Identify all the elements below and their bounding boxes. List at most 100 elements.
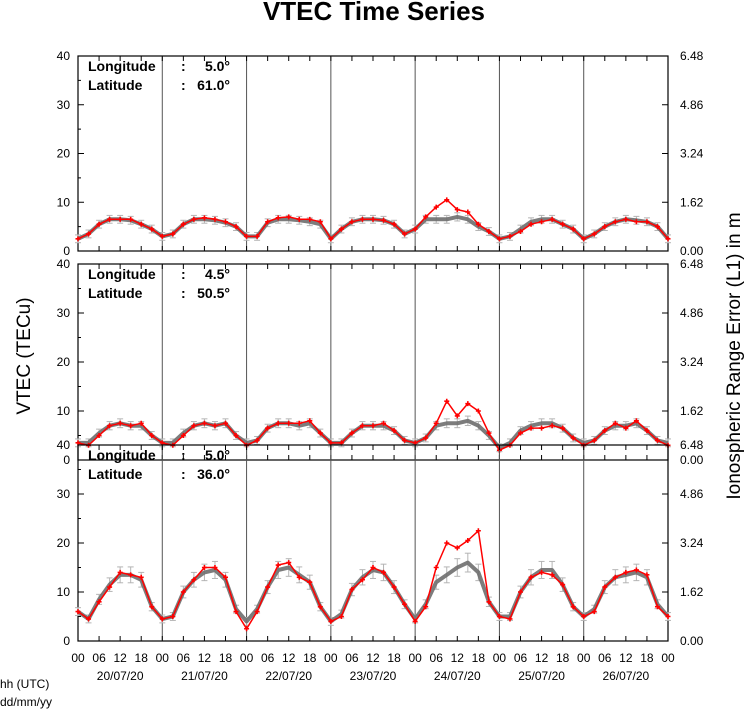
observed-point: [159, 233, 165, 239]
observed-point: [560, 582, 566, 588]
observed-point: [307, 418, 313, 424]
observed-point: [349, 219, 355, 225]
observed-point: [244, 233, 250, 239]
right-tick-label: 1.62: [680, 404, 704, 418]
observed-point: [570, 604, 576, 610]
observed-point: [475, 528, 481, 534]
x-hour-tick-label: 00: [240, 651, 254, 665]
observed-point: [612, 574, 618, 580]
latitude-value: 61.0°: [197, 77, 230, 93]
observed-point: [475, 408, 481, 414]
observed-point: [275, 562, 281, 568]
observed-point: [633, 219, 639, 225]
left-tick-label: 0: [63, 244, 70, 258]
panel-2: 0 10 20 30 40 0.00 1.62 3.24 4.86 6.48 Longitude: 4…: [57, 257, 704, 467]
observed-point: [96, 433, 102, 438]
x-hour-tick-label: 18: [472, 651, 486, 665]
observed-point: [423, 214, 429, 220]
observed-point: [149, 433, 155, 438]
panel-1: 0 10 20 30 40 0.00 1.62 3.24 4.86 6.48 Longitude: 5…: [57, 49, 704, 258]
right-tick-label: 0.00: [680, 634, 704, 648]
left-tick-label: 20: [57, 355, 71, 369]
x-hour-tick-label: 00: [71, 651, 85, 665]
observed-point: [191, 577, 197, 583]
observed-point: [275, 215, 281, 221]
latitude-value: 36.0°: [197, 466, 230, 482]
x-hour-tick-label: 06: [514, 651, 528, 665]
panel-3: 0 10 20 30 40 0.00 1.62 3.24 4.86 6.48 Longitude: 5…: [57, 438, 704, 648]
observed-point: [665, 614, 671, 619]
observed-point: [170, 231, 176, 237]
observed-point: [518, 229, 523, 234]
observed-point: [359, 216, 365, 222]
x-hour-tick-label: 06: [177, 651, 191, 665]
observed-point: [359, 423, 365, 429]
observed-point: [86, 231, 92, 237]
x-hour-tick-label: 12: [366, 651, 380, 665]
x-hour-tick-label: 06: [92, 651, 106, 665]
x-hour-tick-label: 18: [640, 651, 654, 665]
observed-point: [128, 572, 134, 578]
observed-point: [402, 437, 408, 443]
observed-point: [654, 437, 660, 443]
left-tick-label: 30: [57, 487, 71, 501]
right-tick-label: 6.48: [680, 49, 704, 63]
x-axis-ticklabels: 00 06 12 18 20/07/20 00 06 12 18 21/07/20 00 06 12 18…: [71, 651, 675, 683]
observed-point: [349, 430, 355, 436]
left-tick-label: 20: [57, 536, 71, 550]
observed-point: [644, 572, 650, 578]
observed-point: [381, 217, 387, 223]
panels-layer: 0102030400.001.623.244.866.48Longitude:5…: [57, 49, 704, 648]
x-hour-tick-label: 12: [451, 651, 465, 665]
observed-point: [665, 236, 671, 242]
observed-point: [338, 226, 344, 232]
observed-point: [244, 626, 250, 632]
chart-title: VTEC Time Series: [263, 0, 485, 26]
observed-point: [117, 216, 123, 222]
observed-point: [254, 609, 260, 615]
left-tick-label: 10: [57, 195, 71, 209]
y-axis-label-left: VTEC (TECu): [14, 297, 35, 414]
observed-point: [286, 560, 292, 566]
left-tick-label: 10: [57, 404, 71, 418]
observed-point: [570, 435, 576, 441]
observed-point: [159, 616, 165, 622]
observed-point: [191, 423, 197, 429]
right-tick-label: 1.62: [680, 585, 704, 599]
observed-point: [307, 216, 313, 222]
observed-point: [296, 420, 302, 426]
observed-point: [560, 221, 566, 227]
observed-point: [370, 565, 376, 570]
y-axis-label-right: Ionospheric Range Error (L1) in m: [724, 212, 745, 499]
observed-point: [465, 401, 471, 407]
observed-point: [307, 579, 313, 585]
x-date-label: 22/07/20: [265, 669, 312, 683]
left-tick-label: 40: [57, 438, 71, 452]
observed-point: [602, 224, 608, 230]
x-hour-tick-label: 00: [493, 651, 507, 665]
observed-point: [633, 418, 639, 424]
observed-point: [560, 425, 566, 431]
latitude-label: Latitude: [88, 466, 143, 482]
panel-frame: [77, 263, 669, 461]
x-date-label: 21/07/20: [181, 669, 228, 683]
right-tick-label: 0.00: [680, 453, 704, 467]
observed-point: [518, 430, 523, 436]
x-hour-tick-label: 18: [303, 651, 317, 665]
observed-point: [391, 584, 397, 590]
observed-point: [223, 420, 228, 426]
x-hour-tick-label: 00: [156, 651, 170, 665]
x-hour-tick-label: 06: [261, 651, 275, 665]
x-hour-tick-label: 12: [198, 651, 212, 665]
left-tick-label: 0: [63, 453, 70, 467]
x-hour-tick-label: 18: [556, 651, 570, 665]
observed-point: [402, 231, 408, 237]
observed-point: [265, 219, 271, 225]
x-date-label: 26/07/20: [602, 669, 649, 683]
observed-point: [180, 221, 186, 227]
left-tick-label: 10: [57, 585, 71, 599]
observed-point: [170, 614, 176, 619]
right-tick-label: 6.48: [680, 438, 704, 452]
x-hour-tick-label: 18: [219, 651, 233, 665]
